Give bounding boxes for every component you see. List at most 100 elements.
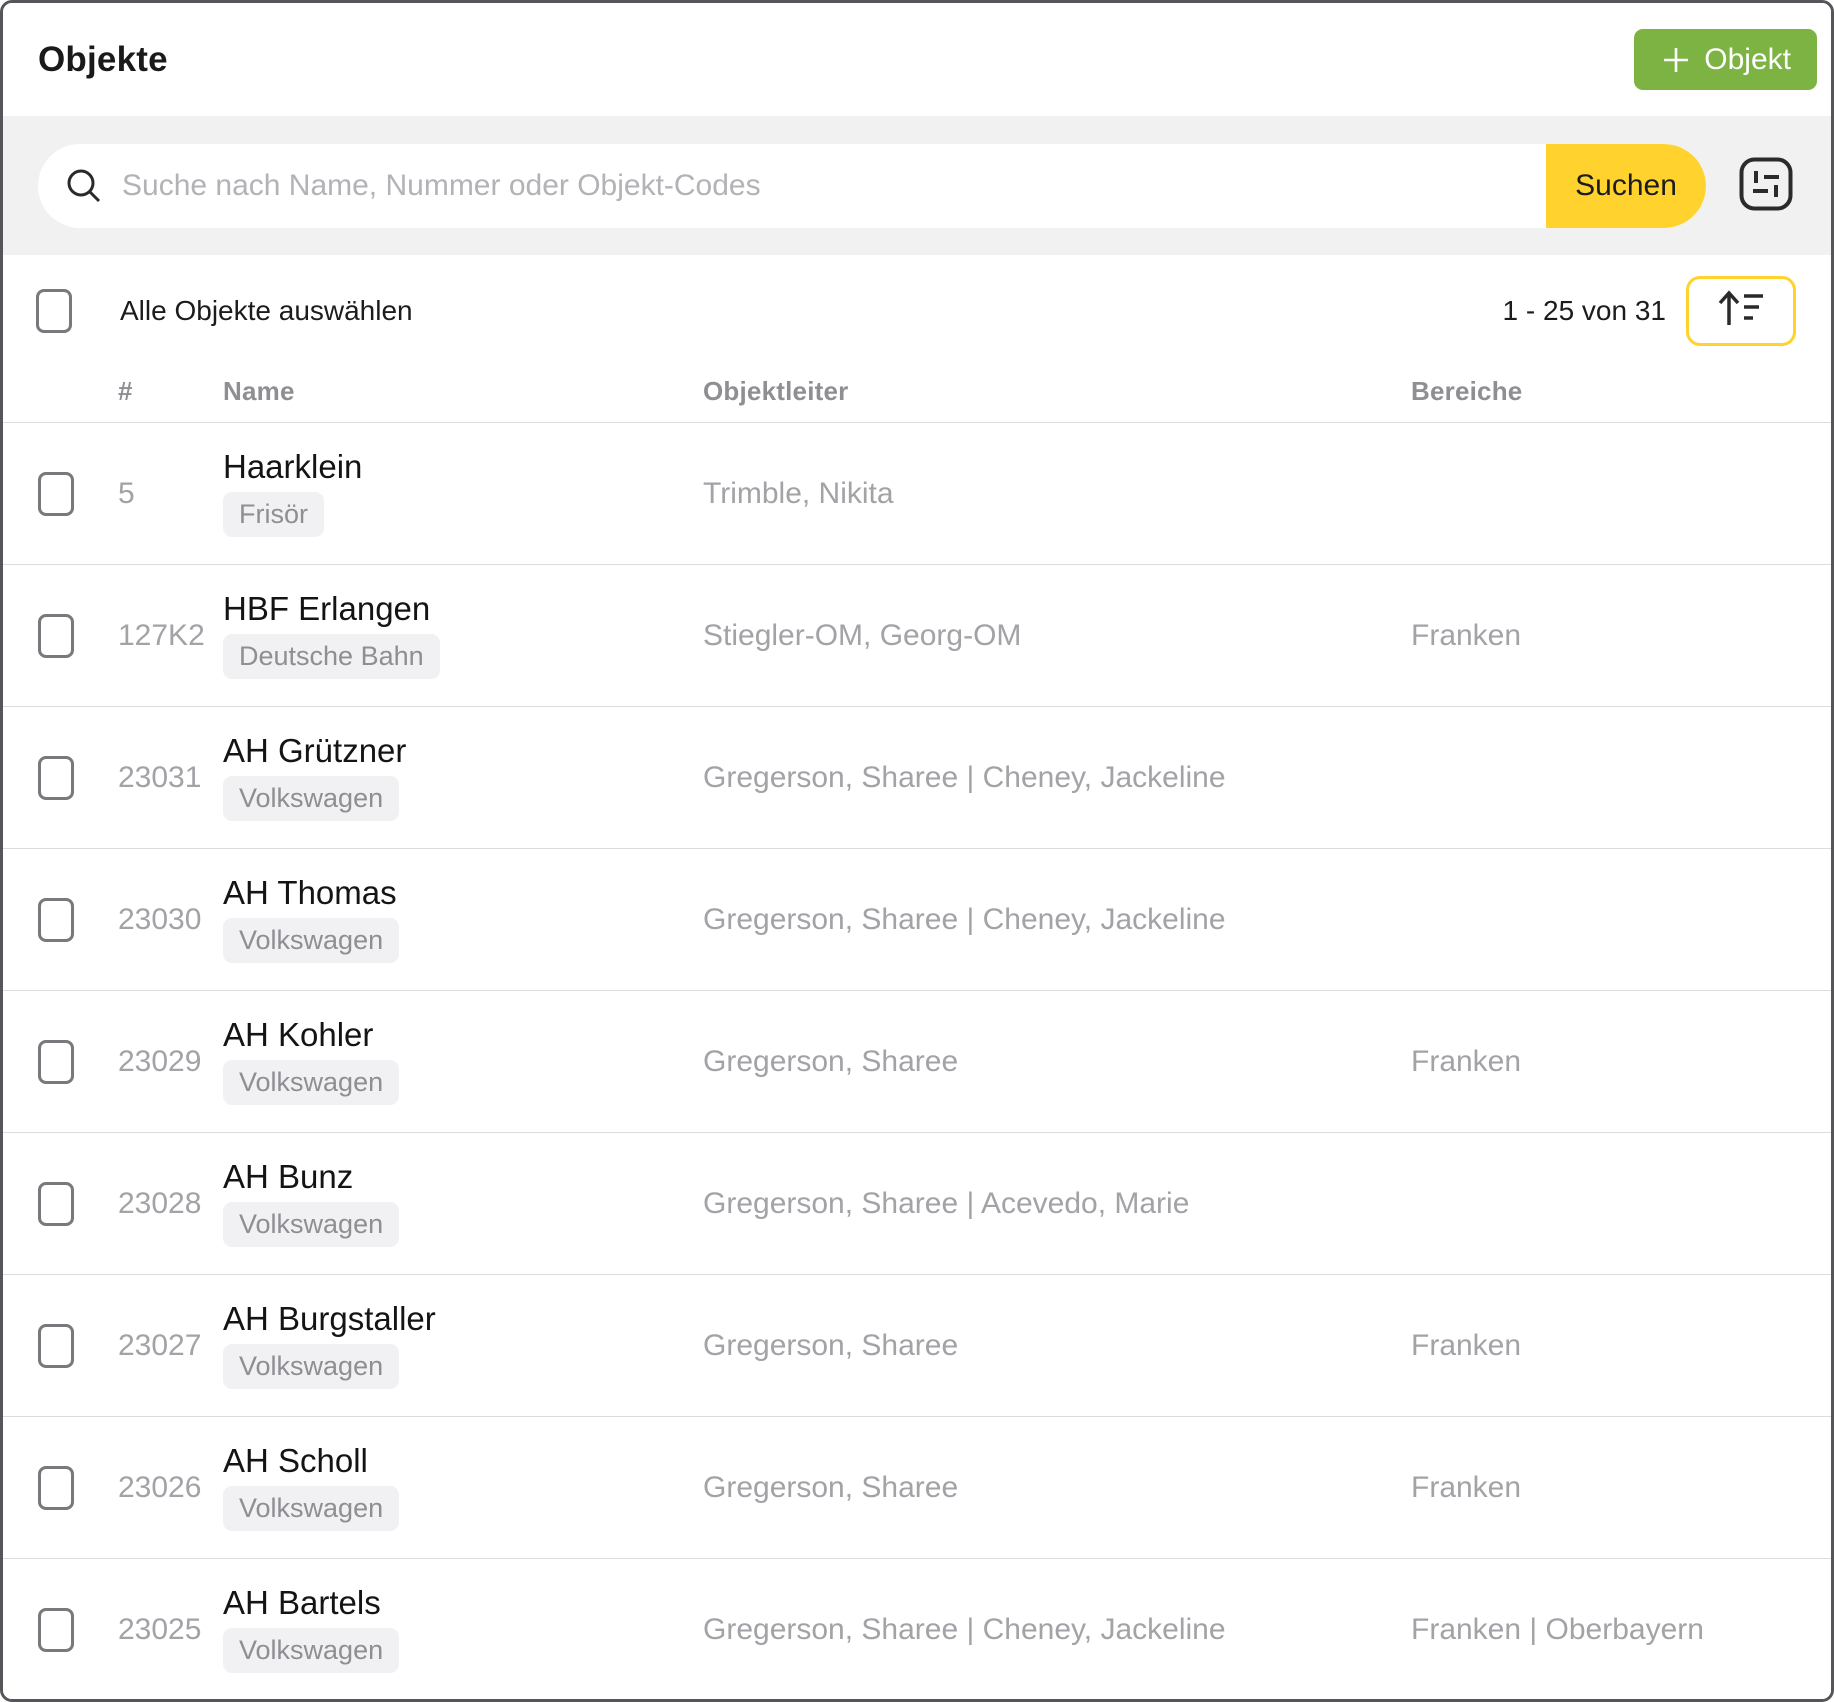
row-checkbox[interactable] (38, 613, 74, 658)
object-name: AH Burgstaller (223, 1300, 436, 1338)
column-manager: Objektleiter (703, 375, 849, 406)
object-name-cell: AH Burgstaller Volkswagen (223, 1300, 703, 1389)
object-manager: Trimble, Nikita (703, 476, 894, 510)
search-input[interactable] (122, 143, 1546, 228)
row-checkbox[interactable] (38, 1323, 74, 1368)
object-type-badge: Volkswagen (223, 1628, 400, 1673)
object-areas: Franken | Oberbayern (1411, 1612, 1704, 1646)
object-number: 23025 (118, 1612, 202, 1646)
object-manager: Gregerson, Sharee (703, 1044, 959, 1078)
object-manager: Stiegler-OM, Georg-OM (703, 618, 1022, 652)
object-name-cell: AH Thomas Volkswagen (223, 874, 703, 963)
row-checkbox[interactable] (38, 897, 74, 942)
object-number: 23030 (118, 902, 202, 936)
row-checkbox[interactable] (38, 1181, 74, 1226)
column-areas: Bereiche (1411, 375, 1523, 406)
object-name-cell: Haarklein Frisör (223, 448, 703, 537)
object-number: 5 (118, 476, 135, 510)
object-name-cell: AH Grützner Volkswagen (223, 732, 703, 821)
object-row[interactable]: 23030 AH Thomas Volkswagen Gregerson, Sh… (3, 848, 1831, 990)
object-row[interactable]: 23031 AH Grützner Volkswagen Gregerson, … (3, 706, 1831, 848)
object-number: 23029 (118, 1044, 202, 1078)
object-type-badge: Frisör (223, 492, 324, 537)
object-areas: Franken (1411, 1328, 1522, 1362)
row-checkbox-cell (38, 1607, 118, 1652)
object-row[interactable]: 23026 AH Scholl Volkswagen Gregerson, Sh… (3, 1416, 1831, 1558)
row-checkbox-cell (38, 613, 118, 658)
search-section: Suche n (3, 116, 1831, 255)
object-type-badge: Volkswagen (223, 776, 400, 821)
sort-ascending-icon (1716, 287, 1766, 334)
object-number: 23027 (118, 1328, 202, 1362)
object-manager: Gregerson, Sharee (703, 1328, 959, 1362)
object-manager: Gregerson, Sharee | Cheney, Jackeline (703, 1612, 1226, 1646)
object-name: HBF Erlangen (223, 590, 431, 628)
object-areas: Franken (1411, 1470, 1522, 1504)
row-checkbox-cell (38, 1039, 118, 1084)
page-title: Objekte (38, 39, 168, 79)
object-name-cell: AH Scholl Volkswagen (223, 1442, 703, 1531)
object-name-cell: HBF Erlangen Deutsche Bahn (223, 590, 703, 679)
row-checkbox-cell (38, 897, 118, 942)
object-name: Haarklein (223, 448, 363, 486)
add-object-button[interactable]: Objekt (1634, 29, 1817, 90)
row-checkbox[interactable] (38, 1039, 74, 1084)
row-checkbox[interactable] (38, 1465, 74, 1510)
object-type-badge: Volkswagen (223, 918, 400, 963)
object-name: AH Scholl (223, 1442, 368, 1480)
object-number: 127K2 (118, 618, 205, 652)
object-name: AH Grützner (223, 732, 407, 770)
object-name: AH Thomas (223, 874, 397, 912)
row-checkbox[interactable] (38, 755, 74, 800)
object-number: 23028 (118, 1186, 202, 1220)
object-row[interactable]: 23025 AH Bartels Volkswagen Gregerson, S… (3, 1558, 1831, 1699)
object-manager: Gregerson, Sharee | Acevedo, Marie (703, 1186, 1190, 1220)
object-type-badge: Deutsche Bahn (223, 634, 440, 679)
object-name: AH Bartels (223, 1584, 381, 1622)
object-row[interactable]: 127K2 HBF Erlangen Deutsche Bahn Stiegle… (3, 564, 1831, 706)
object-manager: Gregerson, Sharee | Cheney, Jackeline (703, 760, 1226, 794)
table-header: # Name Objektleiter Bereiche (3, 360, 1831, 422)
object-type-badge: Volkswagen (223, 1060, 400, 1105)
column-name: Name (223, 375, 295, 406)
object-manager: Gregerson, Sharee | Cheney, Jackeline (703, 902, 1226, 936)
object-name: AH Bunz (223, 1158, 354, 1196)
object-name-cell: AH Bunz Volkswagen (223, 1158, 703, 1247)
object-type-badge: Volkswagen (223, 1486, 400, 1531)
object-row[interactable]: 5 Haarklein Frisör Trimble, Nikita (3, 422, 1831, 564)
search-icon (64, 166, 104, 206)
object-row[interactable]: 23027 AH Burgstaller Volkswagen Gregerso… (3, 1274, 1831, 1416)
object-number: 23031 (118, 760, 202, 794)
filter-sliders-icon (1739, 157, 1793, 214)
sort-button[interactable] (1686, 275, 1796, 346)
row-checkbox-cell (38, 1181, 118, 1226)
plus-icon (1660, 44, 1692, 76)
row-checkbox-cell (38, 1323, 118, 1368)
object-type-badge: Volkswagen (223, 1344, 400, 1389)
column-number: # (118, 375, 133, 406)
object-list: 5 Haarklein Frisör Trimble, Nikita 127K2… (3, 422, 1831, 1699)
object-name: AH Kohler (223, 1016, 374, 1054)
object-row[interactable]: 23029 AH Kohler Volkswagen Gregerson, Sh… (3, 990, 1831, 1132)
results-range: 1 - 25 von 31 (1502, 294, 1666, 326)
row-checkbox-cell (38, 471, 118, 516)
object-areas: Franken (1411, 618, 1522, 652)
list-toolbar: Alle Objekte auswählen 1 - 25 von 31 (3, 255, 1831, 360)
object-name-cell: AH Kohler Volkswagen (223, 1016, 703, 1105)
object-manager: Gregerson, Sharee (703, 1470, 959, 1504)
filter-button[interactable] (1739, 157, 1793, 214)
object-name-cell: AH Bartels Volkswagen (223, 1584, 703, 1673)
search-submit-button[interactable]: Suchen (1546, 143, 1706, 228)
row-checkbox-cell (38, 1465, 118, 1510)
page-header: Objekte Objekt (3, 3, 1831, 116)
select-all-label: Alle Objekte auswählen (120, 294, 413, 326)
object-number: 23026 (118, 1470, 202, 1504)
object-row[interactable]: 23028 AH Bunz Volkswagen Gregerson, Shar… (3, 1132, 1831, 1274)
select-all-checkbox[interactable] (36, 288, 72, 333)
row-checkbox[interactable] (38, 1607, 74, 1652)
row-checkbox[interactable] (38, 471, 74, 516)
row-checkbox-cell (38, 755, 118, 800)
object-type-badge: Volkswagen (223, 1202, 400, 1247)
add-object-button-label: Objekt (1704, 42, 1791, 76)
